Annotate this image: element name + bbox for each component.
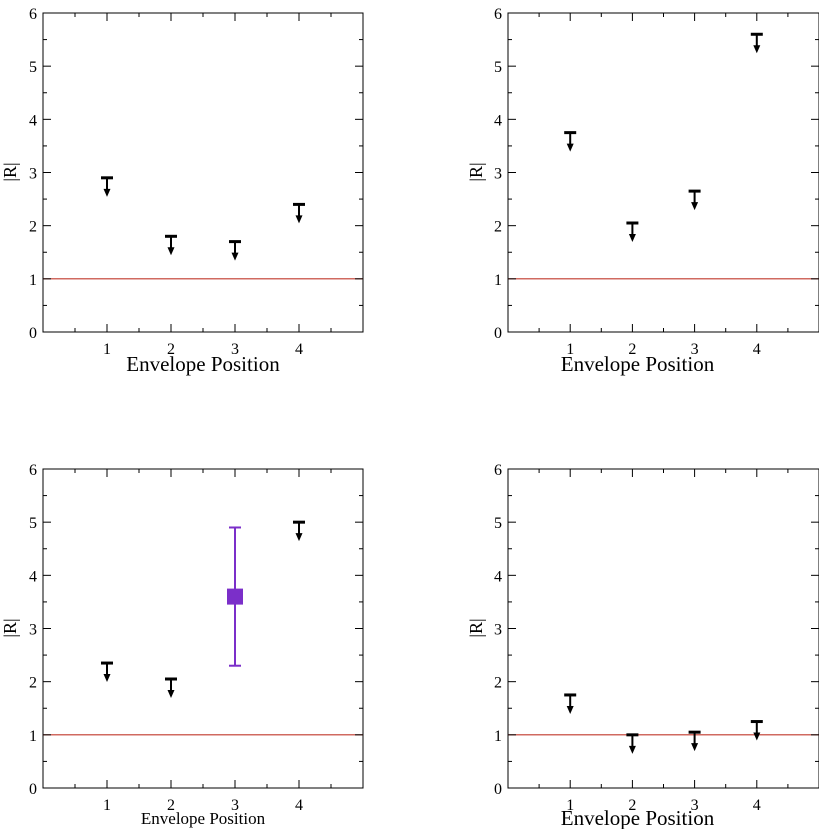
upper-limit-arrowhead (691, 202, 699, 211)
y-tick-label: 4 (29, 112, 37, 129)
y-axis-title: |R| (466, 162, 486, 181)
upper-limit-arrowhead (231, 252, 239, 261)
chart-panel-top-right: 0 1 2 3 4 5 6 1 2 3 4 Envelope Position |R| (466, 6, 819, 376)
upper-limit-arrowhead (566, 705, 574, 714)
x-tick-label: 1 (566, 797, 574, 814)
y-tick-label: 1 (29, 272, 37, 289)
x-tick-label: 3 (691, 341, 699, 358)
y-tick-label: 4 (29, 568, 37, 585)
y-tick-label: 6 (29, 6, 37, 23)
x-tick-label: 1 (103, 341, 111, 358)
x-tick-label: 2 (628, 797, 636, 814)
x-axis-title: Envelope Position (141, 809, 266, 828)
y-tick-label: 1 (29, 728, 37, 745)
upper-limit-marker (626, 221, 639, 243)
x-tick-label: 4 (753, 341, 761, 358)
data-point-square (227, 588, 243, 605)
x-tick-label: 3 (231, 341, 239, 358)
upper-limit-marker (101, 176, 113, 197)
upper-limit-marker (750, 32, 763, 54)
x-tick-label: 1 (103, 797, 111, 814)
upper-limit-marker (101, 661, 113, 683)
upper-limit-marker (165, 677, 177, 699)
plot-frame (42, 12, 364, 333)
y-tick-label: 2 (29, 675, 37, 692)
upper-limit-arrowhead (753, 732, 761, 741)
upper-limit-marker (293, 520, 305, 542)
y-axis-title: |R| (466, 618, 486, 637)
plot-frame (507, 468, 819, 789)
upper-limit-arrowhead (691, 743, 699, 752)
chart-panel-top-left: 0 1 2 3 4 5 6 1 2 3 4 Envelope Position |R| (0, 6, 364, 376)
plot-frame (507, 12, 819, 333)
x-axis-title: Envelope Position (126, 352, 280, 376)
upper-limit-marker (165, 234, 177, 256)
y-tick-label: 5 (494, 515, 502, 532)
y-tick-label: 0 (494, 781, 502, 798)
x-tick-label: 3 (691, 797, 699, 814)
x-tick-label: 2 (628, 341, 636, 358)
y-tick-label: 3 (494, 622, 502, 639)
y-axis-title: |R| (0, 162, 20, 181)
x-axis-title: Envelope Position (561, 352, 715, 376)
x-tick-label: 3 (231, 797, 239, 814)
upper-limit-marker (229, 240, 241, 261)
x-tick-label: 4 (295, 341, 303, 358)
upper-limit-marker (564, 693, 577, 714)
upper-limit-arrowhead (753, 45, 761, 54)
upper-limit-marker (688, 730, 701, 752)
x-tick-label: 2 (167, 341, 175, 358)
y-tick-label: 3 (29, 622, 37, 639)
y-tick-label: 0 (494, 325, 502, 342)
upper-limit-arrowhead (295, 533, 303, 542)
y-tick-label: 3 (494, 166, 502, 183)
upper-limit-marker (564, 131, 577, 152)
upper-limit-marker (750, 720, 763, 741)
y-tick-label: 2 (29, 219, 37, 236)
x-tick-label: 1 (566, 341, 574, 358)
chart-panel-bottom-right: 0 1 2 3 4 5 6 1 2 3 4 Envelope Position |R| (466, 462, 819, 829)
y-tick-label: 5 (29, 515, 37, 532)
measurement-point (227, 526, 243, 667)
y-tick-label: 6 (494, 462, 502, 479)
y-tick-label: 1 (494, 728, 502, 745)
y-tick-label: 0 (29, 781, 37, 798)
y-axis-title: |R| (0, 618, 20, 637)
upper-limit-marker (293, 202, 305, 224)
y-tick-label: 6 (29, 462, 37, 479)
chart-panel-bottom-left: 0 1 2 3 4 5 6 1 2 3 4 Envelope Position |R| (0, 462, 364, 828)
y-tick-label: 1 (494, 272, 502, 289)
upper-limit-arrowhead (295, 215, 303, 224)
y-tick-label: 0 (29, 325, 37, 342)
x-tick-label: 4 (295, 797, 303, 814)
upper-limit-arrowhead (628, 745, 636, 754)
upper-limit-arrowhead (167, 247, 175, 256)
plot-frame (42, 468, 364, 789)
y-tick-label: 5 (29, 59, 37, 76)
y-tick-label: 6 (494, 6, 502, 23)
y-tick-label: 3 (29, 166, 37, 183)
upper-limit-marker (688, 189, 701, 211)
upper-limit-arrowhead (628, 234, 636, 243)
y-tick-label: 4 (494, 112, 502, 129)
upper-limit-arrowhead (103, 188, 111, 197)
upper-limit-arrowhead (103, 674, 111, 683)
x-axis-title: Envelope Position (561, 806, 715, 829)
upper-limit-arrowhead (167, 690, 175, 699)
upper-limit-arrowhead (566, 143, 574, 152)
y-tick-label: 2 (494, 219, 502, 236)
upper-limit-marker (626, 733, 639, 754)
y-tick-label: 2 (494, 675, 502, 692)
y-tick-label: 5 (494, 59, 502, 76)
y-tick-label: 4 (494, 568, 502, 585)
x-tick-label: 2 (167, 797, 175, 814)
x-tick-label: 4 (753, 797, 761, 814)
